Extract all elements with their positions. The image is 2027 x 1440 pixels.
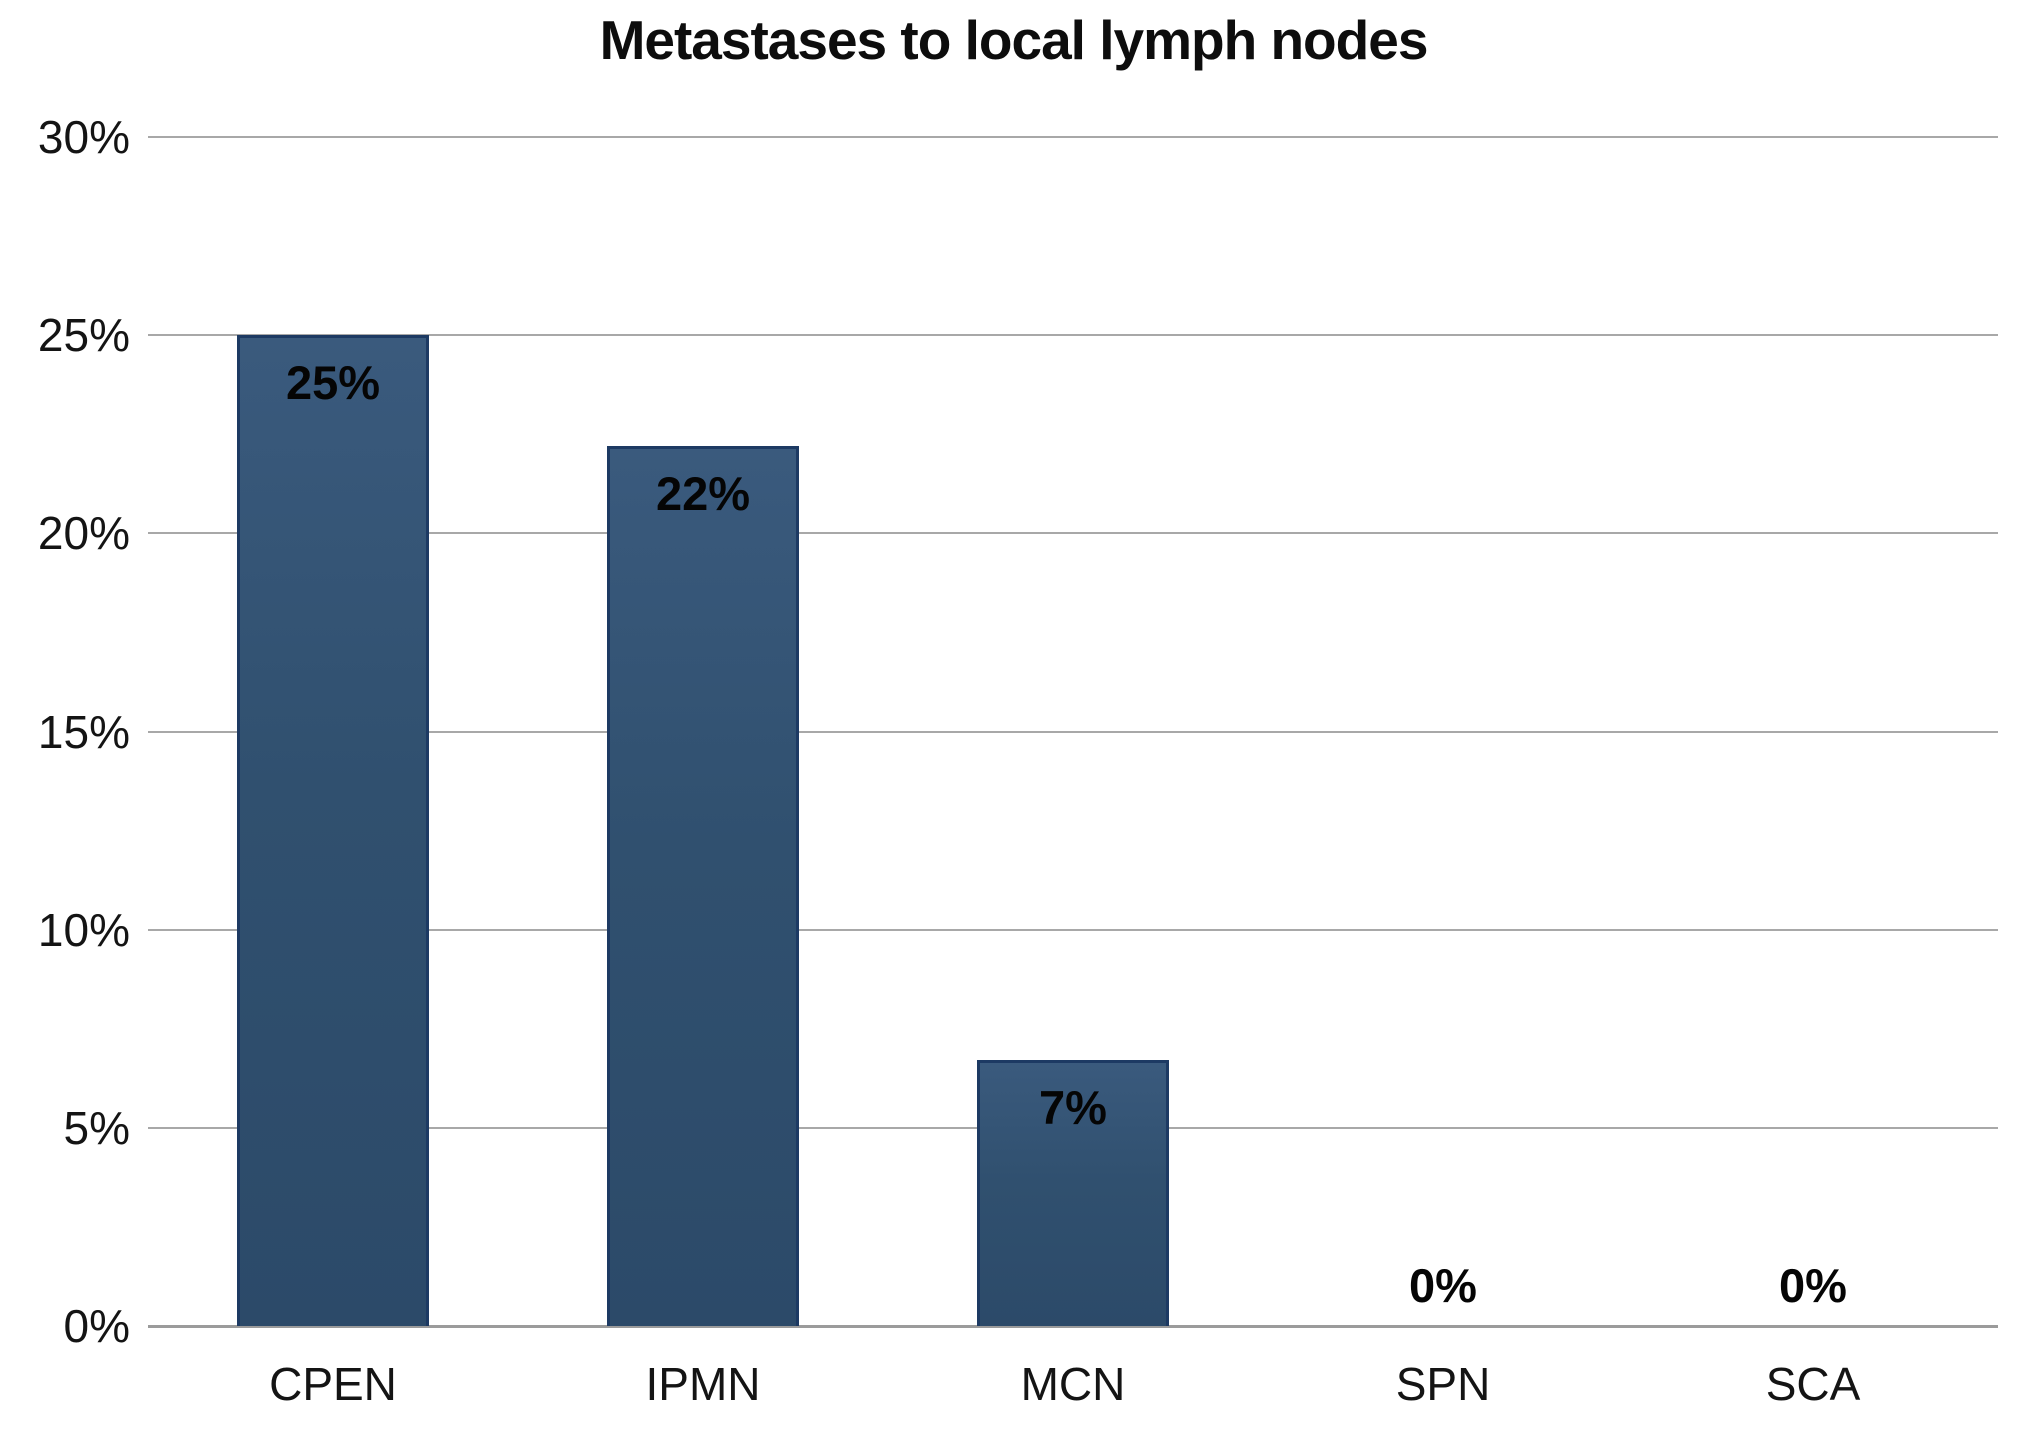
bar-ipmn xyxy=(607,446,799,1326)
y-axis-tick-label: 15% xyxy=(37,705,130,758)
x-axis-label-mcn: MCN xyxy=(1020,1358,1126,1410)
data-label-sca: 0% xyxy=(1779,1259,1847,1312)
gridline-20pct xyxy=(148,532,1998,535)
data-label-mcn: 7% xyxy=(1039,1081,1107,1135)
data-label-spn: 0% xyxy=(1409,1259,1477,1312)
y-axis-tick-label: 20% xyxy=(37,507,130,560)
x-axis-label-ipmn: IPMN xyxy=(645,1358,761,1410)
bar-cpen xyxy=(237,335,429,1326)
y-axis-tick-label: 30% xyxy=(37,111,130,163)
data-label-cpen: 25% xyxy=(285,356,381,410)
gridline-25pct xyxy=(148,334,1998,337)
gridline-10pct xyxy=(148,928,1998,931)
y-axis-tick-label: 0% xyxy=(63,1300,130,1352)
gridline-15pct xyxy=(148,730,1998,733)
chart-title: Metastases to local lymph nodes xyxy=(599,9,1429,71)
data-label-ipmn: 22% xyxy=(655,467,751,521)
y-axis-tick-label: 5% xyxy=(63,1101,130,1154)
gridline-0pct xyxy=(148,1324,1998,1328)
bar-mcn xyxy=(977,1060,1169,1326)
gridline-30pct xyxy=(148,136,1998,138)
x-axis-label-spn: SPN xyxy=(1395,1358,1491,1410)
x-axis-label-cpen: CPEN xyxy=(269,1358,397,1410)
x-axis-label-sca: SCA xyxy=(1765,1358,1861,1410)
y-axis-tick-label: 25% xyxy=(37,309,130,362)
y-axis-tick-label: 10% xyxy=(37,903,130,956)
